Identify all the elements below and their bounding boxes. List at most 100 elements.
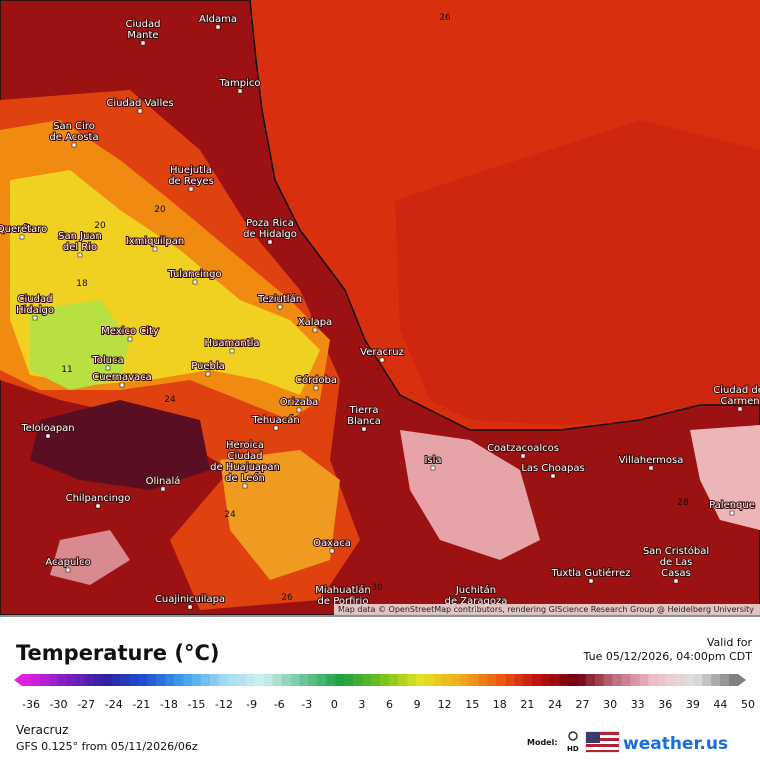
colorbar-swatch <box>550 674 560 686</box>
city-label: Veracruz <box>360 347 404 358</box>
colorbar-swatch <box>39 674 50 686</box>
city-dot <box>95 503 101 509</box>
city-label: Isla <box>424 455 441 466</box>
colorbar-swatch <box>165 674 175 686</box>
city-label: Hidalgo <box>16 305 54 316</box>
colorbar-swatch <box>406 674 417 686</box>
brand: weather.us <box>623 734 728 754</box>
colorbar-swatch <box>236 674 247 686</box>
contour-label: 11 <box>61 365 72 375</box>
city-dot <box>127 336 133 342</box>
colorbar-swatch <box>433 674 444 686</box>
city-label: Xalapa <box>298 317 332 328</box>
colorbar-tick-label: -24 <box>105 698 123 711</box>
city-dot <box>237 88 243 94</box>
colorbar-tick-label: 21 <box>520 698 534 711</box>
colorbar-tick-label: 12 <box>438 698 452 711</box>
city-dot <box>430 465 436 471</box>
colorbar-swatch <box>397 674 408 686</box>
attribution-bg <box>334 604 760 615</box>
colorbar-swatch <box>192 674 202 686</box>
city-dot <box>520 453 526 459</box>
colorbar-swatch <box>156 674 166 686</box>
city-label: Olinalá <box>146 475 181 487</box>
colorbar-swatch <box>567 674 578 686</box>
colorbar-swatch <box>702 674 712 686</box>
city-label: Mante <box>127 30 158 41</box>
city-dot <box>32 315 38 321</box>
colorbar-swatch <box>657 674 667 686</box>
colorbar-tick-label: 30 <box>603 698 617 711</box>
colorbar-tick-label: -21 <box>132 698 150 711</box>
colorbar-swatch <box>317 674 327 686</box>
city-dot <box>277 304 283 310</box>
colorbar-tick-label: -15 <box>187 698 205 711</box>
colorbar-swatch <box>523 674 533 686</box>
city-dot <box>229 348 235 354</box>
colorbar-tick-label: -3 <box>301 698 312 711</box>
hd-label: HD <box>567 745 579 753</box>
contour-layer: 26 20 20 18 11 24 24 26 30 28 <box>61 13 689 603</box>
city-dot <box>329 548 335 554</box>
city-label: Oaxaca <box>313 538 351 549</box>
contour-label: 24 <box>164 395 176 405</box>
city-dot <box>673 578 679 584</box>
city-label: Mexico City <box>101 326 159 337</box>
city-dot <box>45 433 51 439</box>
pink-zone-east <box>690 425 760 530</box>
attribution: Map data © OpenStreetMap contributors, r… <box>338 605 754 614</box>
colorbar-tick-label: 9 <box>414 698 421 711</box>
colorbar-tick-label: 39 <box>686 698 700 711</box>
colorbar-swatch <box>415 674 426 686</box>
city-dot <box>242 483 248 489</box>
colorbar-swatch <box>720 674 730 686</box>
city-dot <box>119 382 125 388</box>
city-label: Blanca <box>347 416 381 427</box>
colorbar-arrow <box>14 674 22 686</box>
colorbar-swatch <box>299 674 309 686</box>
city-label: Ciudad <box>18 294 53 305</box>
colorbar-tick-label: 15 <box>465 698 479 711</box>
colorbar-swatch <box>254 674 265 686</box>
colorbar-tick-label: 6 <box>386 698 393 711</box>
colorbar-swatch <box>147 674 157 686</box>
city-label: San Ciro <box>53 121 95 132</box>
colorbar-swatch <box>639 674 649 686</box>
city-dot <box>19 234 25 240</box>
colorbar-swatch <box>272 674 283 686</box>
colorbar-arrow <box>738 674 746 686</box>
city-dot <box>160 486 166 492</box>
city-dot <box>137 108 143 114</box>
colorbar-swatch <box>648 674 658 686</box>
colorbar-swatch <box>478 674 488 686</box>
cold-zone <box>30 300 130 390</box>
city-dot <box>267 239 273 245</box>
colorbar-swatch <box>263 674 274 686</box>
city-dot <box>105 365 111 371</box>
colorbar-swatch <box>612 674 623 686</box>
city-label: Cuajinicuilapa <box>155 594 225 605</box>
colorbar-swatch <box>496 674 506 686</box>
contour-label: 28 <box>677 498 689 508</box>
city-label: Aldama <box>199 14 237 25</box>
colorbar-swatch <box>469 674 479 686</box>
colorbar-swatch <box>93 674 104 686</box>
location: Veracruz <box>16 723 68 737</box>
colorbar-swatch <box>362 674 372 686</box>
colorbar-tick-label: -36 <box>22 698 40 711</box>
colorbar-tick-label: 24 <box>548 698 562 711</box>
city-dot <box>192 279 198 285</box>
contour-label: 26 <box>281 593 293 603</box>
city-label: Tampico <box>218 78 260 89</box>
contour-label: 30 <box>371 583 383 593</box>
city-dot <box>188 186 194 192</box>
colorbar-swatch <box>460 674 470 686</box>
colorbar-swatch <box>335 674 345 686</box>
colorbar-tick-label: 0 <box>331 698 338 711</box>
city-label: Querétaro <box>0 223 47 235</box>
colorbar-swatch <box>487 674 497 686</box>
colorbar-tick-label: -18 <box>160 698 178 711</box>
colorbar-swatch <box>111 674 121 686</box>
colorbar-swatch <box>371 674 381 686</box>
